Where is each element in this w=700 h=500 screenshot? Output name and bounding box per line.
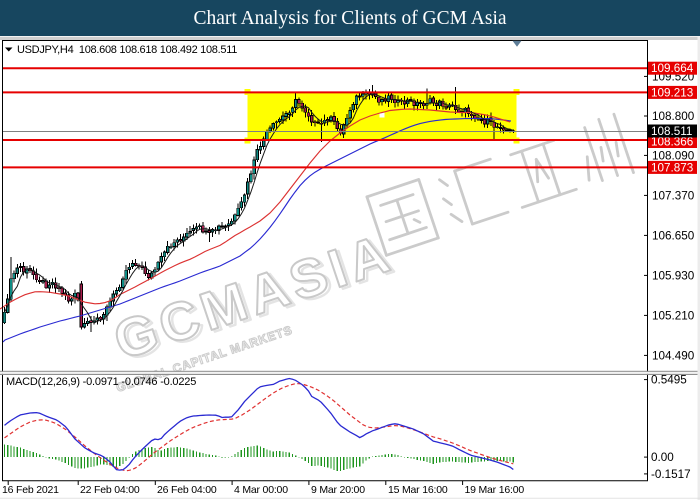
- svg-text:0.00: 0.00: [651, 451, 674, 464]
- svg-text:Chart Analysis for Clients of: Chart Analysis for Clients of GCM Asia: [193, 8, 506, 29]
- svg-text:109.213: 109.213: [651, 86, 693, 99]
- svg-text:107.370: 107.370: [652, 190, 695, 203]
- svg-text:-0.1517: -0.1517: [651, 468, 691, 481]
- svg-text:104.490: 104.490: [652, 350, 695, 363]
- svg-text:4 Mar 00:00: 4 Mar 00:00: [234, 484, 288, 496]
- svg-text:105.210: 105.210: [652, 310, 695, 323]
- svg-text:105.930: 105.930: [652, 270, 695, 283]
- svg-text:MACD(12,26,9) -0.0971 -0.0746: MACD(12,26,9) -0.0971 -0.0746 -0.0225: [6, 376, 196, 388]
- svg-text:109.664: 109.664: [651, 62, 694, 75]
- svg-text:19 Mar 16:00: 19 Mar 16:00: [465, 484, 525, 496]
- svg-text:0.5495: 0.5495: [651, 374, 687, 387]
- svg-text:22 Feb 04:00: 22 Feb 04:00: [80, 484, 140, 496]
- svg-text:108.366: 108.366: [651, 136, 693, 149]
- svg-text:108.090: 108.090: [652, 150, 695, 163]
- svg-text:9 Mar 20:00: 9 Mar 20:00: [311, 484, 365, 496]
- svg-text:108.800: 108.800: [652, 110, 695, 123]
- svg-text:106.650: 106.650: [652, 230, 695, 243]
- svg-text:USDJPY,H4 108.608 108.618 108: USDJPY,H4 108.608 108.618 108.492 108.51…: [17, 44, 237, 56]
- svg-text:16 Feb 2021: 16 Feb 2021: [2, 484, 59, 496]
- svg-text:15 Mar 16:00: 15 Mar 16:00: [388, 484, 448, 496]
- svg-text:108.511: 108.511: [651, 125, 692, 138]
- svg-text:26 Feb 04:00: 26 Feb 04:00: [157, 484, 217, 496]
- svg-text:107.873: 107.873: [651, 161, 693, 174]
